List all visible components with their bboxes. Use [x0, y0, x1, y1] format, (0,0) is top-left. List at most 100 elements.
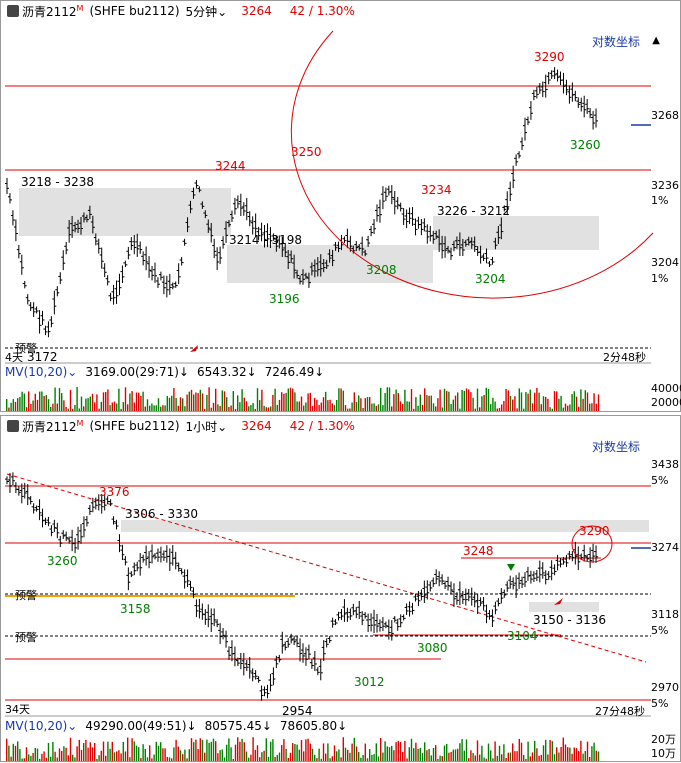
volume-bar: [351, 402, 353, 411]
volume-bar: [531, 403, 534, 411]
mv-selector[interactable]: MV(10,20)⌄: [5, 719, 78, 733]
volume-bar: [30, 755, 32, 761]
volume-bar: [78, 408, 80, 411]
volume-bar: [234, 408, 237, 411]
volume-bar: [549, 740, 551, 761]
volume-bar: [239, 741, 241, 761]
volume-bar: [89, 396, 91, 411]
volume-bar: [424, 742, 426, 761]
support-zone: [433, 216, 599, 250]
volume-bar: [575, 748, 578, 761]
mv-value-1: 3169.00(29:71)↓: [85, 365, 189, 379]
volume-bar: [358, 752, 360, 761]
volume-bar: [419, 747, 421, 761]
volume-bar: [182, 754, 184, 761]
volume-bar: [551, 408, 553, 411]
symbol-name[interactable]: 沥青2112M: [22, 418, 84, 434]
volume-bar: [230, 747, 232, 761]
volume-bar: [223, 757, 226, 761]
price-label: 2954: [282, 704, 313, 718]
volume-bar: [465, 739, 468, 761]
support-zone: [19, 188, 231, 236]
red-arrow-icon: [190, 345, 198, 352]
volume-bar: [144, 748, 146, 761]
volume-bar: [386, 746, 388, 761]
volume-bar: [19, 749, 21, 761]
volume-bar: [177, 405, 179, 411]
volume-bar: [160, 742, 162, 761]
volume-bar: [448, 752, 450, 761]
volume-bar: [58, 388, 61, 411]
volume-bar: [498, 745, 501, 761]
volume-bar: [417, 748, 419, 761]
volume-bar: [569, 404, 571, 411]
volume-bar: [210, 741, 212, 761]
volume-bar: [441, 756, 443, 761]
symbol-name[interactable]: 沥青2112M: [22, 3, 84, 19]
top-price-chart[interactable]: 3290 3260 3250 3244 3234 3218 - 3238 3226 - 32…: [1, 1, 681, 413]
volume-bar: [135, 392, 138, 411]
volume-bar: [83, 743, 85, 761]
price-label: 3376: [99, 485, 130, 499]
volume-bar: [540, 404, 542, 411]
volume-bar: [226, 744, 228, 761]
volume-bar: [578, 406, 580, 411]
price-label: 3012: [354, 675, 385, 689]
volume-bar: [525, 392, 527, 411]
bottom-price-chart[interactable]: 3376 3306 - 3330 3260 3158 3248 3290 3150 - 31…: [1, 416, 681, 763]
volume-bar: [270, 741, 272, 761]
volume-bar: [589, 756, 591, 761]
volume-bar: [96, 758, 98, 761]
volume-bar: [518, 388, 520, 411]
volume-bar: [259, 757, 261, 761]
volume-bar: [109, 405, 111, 411]
mv-selector[interactable]: MV(10,20)⌄: [5, 365, 78, 379]
volume-bar: [573, 391, 575, 411]
volume-bar: [432, 747, 435, 761]
volume-bar: [98, 755, 100, 761]
volume-bar: [153, 754, 155, 761]
volume-bar: [474, 755, 476, 761]
volume-bar: [435, 406, 437, 411]
volume-bar: [575, 396, 578, 411]
volume-bar: [256, 745, 259, 761]
volume-bar: [432, 403, 435, 411]
volume-bar: [300, 396, 303, 411]
volume-bar: [23, 758, 25, 761]
volume-bar: [190, 389, 193, 411]
volume-bar: [83, 406, 85, 411]
period-selector[interactable]: 1小时⌄: [185, 419, 228, 434]
volume-bar: [171, 758, 173, 761]
volume-bar: [168, 757, 171, 761]
volume-bar: [267, 407, 270, 411]
volume-bar: [237, 395, 239, 411]
log-axis-toggle[interactable]: 对数坐标: [591, 35, 640, 49]
volume-bar: [14, 401, 17, 411]
volume-bar: [107, 741, 109, 761]
mv-value-2: 80575.45↓: [204, 719, 272, 733]
volume-bar: [69, 737, 72, 761]
volume-bar: [157, 745, 160, 761]
volume-bar: [283, 739, 285, 761]
volume-bar: [443, 388, 446, 411]
volume-bar: [274, 757, 276, 761]
volume-bar: [591, 403, 593, 411]
volume-bar: [452, 749, 454, 761]
volume-bar: [72, 408, 74, 411]
countdown-label: 27分48秒: [595, 705, 645, 718]
volume-bar: [593, 393, 595, 411]
scroll-up-icon[interactable]: ▲: [652, 35, 660, 46]
volume-bar: [232, 758, 234, 761]
volume-bar: [85, 739, 87, 761]
volume-bar: [76, 746, 78, 761]
volume-bar: [514, 396, 516, 411]
volume-bar: [212, 402, 215, 411]
volume-bar: [331, 756, 333, 761]
price-label: 3214 - 3198: [229, 233, 302, 247]
symbol-code: (SHFE bu2112): [89, 419, 180, 433]
volume-bar: [470, 750, 472, 761]
period-selector[interactable]: 5分钟⌄: [185, 4, 228, 19]
volume-bar: [226, 397, 228, 411]
volume-bar: [318, 404, 320, 411]
log-axis-toggle[interactable]: 对数坐标: [591, 440, 640, 454]
